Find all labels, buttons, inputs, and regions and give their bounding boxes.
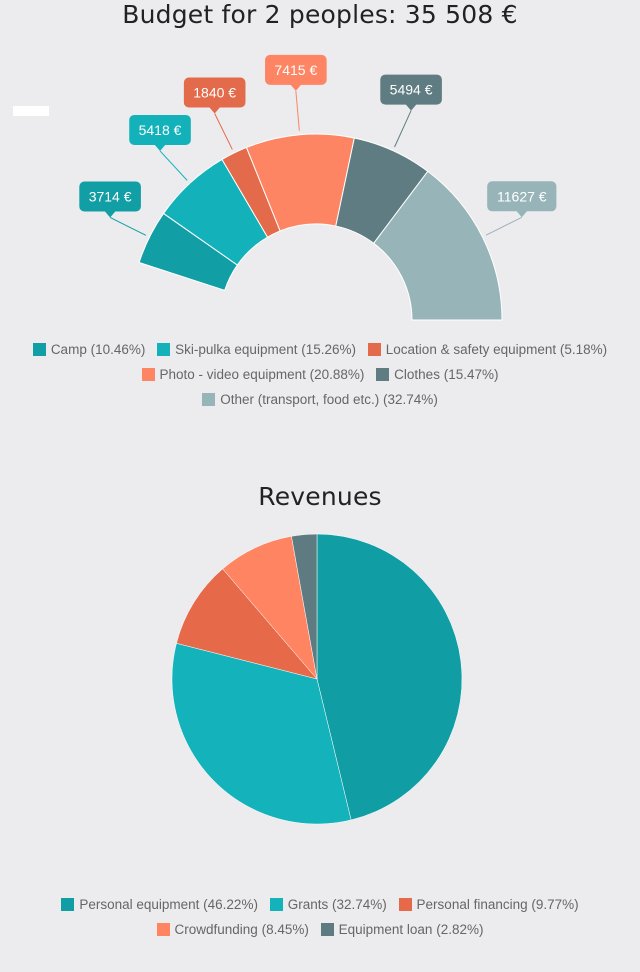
budget-value-label-pointer (208, 106, 221, 114)
legend-item-personal-equipment[interactable]: Personal equipment (46.22%) (61, 892, 258, 917)
legend-percent: 8.45% (266, 922, 305, 937)
legend-swatch (398, 898, 412, 911)
legend-swatch (157, 343, 171, 356)
budget-value-label: 5418 € (139, 122, 182, 138)
budget-value-label-box (487, 181, 557, 212)
revenues-legend: Personal equipment (46.22%) Grants (32.7… (0, 892, 640, 942)
legend-percent: 2.82% (440, 922, 479, 937)
legend-label: Equipment loan (338, 922, 433, 937)
revenues-legend-row-2: Crowdfunding (8.45%) Equipment loan (2.8… (0, 917, 640, 942)
budget-label-connector (214, 113, 233, 150)
budget-value-label: 3714 € (89, 188, 132, 204)
budget-value-label-pointer (515, 210, 528, 218)
budget-value-label-pointer (405, 103, 418, 111)
budget-label-connector (485, 216, 523, 236)
legend-label: Other (transport, food etc.) (220, 392, 380, 407)
legend-percent: 10.46% (95, 342, 141, 357)
budget-value-label-box (265, 54, 327, 85)
legend-item-camp[interactable]: Camp (10.46%) (32, 337, 145, 362)
budget-slice-other-transport-food-etc[interactable] (373, 170, 503, 321)
legend-item-clothes[interactable]: Clothes (15.47%) (376, 362, 499, 387)
budget-value-label-box (129, 114, 191, 145)
legend-percent: 46.22% (207, 897, 254, 912)
legend-percent: 5.18% (564, 342, 603, 357)
legend-swatch (376, 368, 390, 381)
budget-value-label: 5494 € (390, 82, 433, 98)
legend-percent: 9.77% (535, 897, 575, 912)
legend-item-photo-video[interactable]: Photo - video equipment (20.88%) (141, 362, 364, 387)
budget-legend: Camp (10.46%) Ski-pulka equipment (15.26… (0, 337, 640, 412)
legend-item-equipment-loan[interactable]: Equipment loan (2.82%) (320, 917, 483, 942)
legend-label: Photo - video equipment (159, 367, 306, 382)
revenue-slice-grants[interactable] (171, 642, 352, 825)
budget-value-label-pointer (289, 83, 302, 91)
budget-value-label: 1840 € (193, 85, 236, 101)
budget-value-label-box (79, 181, 141, 212)
revenues-pie-chart (171, 533, 463, 825)
budget-value-label-pointer (154, 143, 167, 151)
legend-item-other[interactable]: Other (transport, food etc.) (32.74%) (202, 387, 438, 412)
legend-label: Crowdfunding (174, 922, 258, 937)
legend-swatch (156, 923, 170, 936)
legend-percent: 15.47% (448, 367, 494, 382)
budget-semi-donut-chart: 3714 € 5418 € 1840 € 7415 € 5494 € 11627 € (79, 54, 557, 321)
legend-label: Grants (287, 897, 329, 912)
legend-label: Camp (50, 342, 87, 357)
revenue-slice-personal-financing[interactable] (176, 568, 318, 680)
legend-item-crowdfunding[interactable]: Crowdfunding (8.45%) (156, 917, 309, 942)
legend-label: Ski-pulka equipment (175, 342, 298, 357)
legend-swatch (202, 393, 216, 406)
budget-value-label-box (183, 77, 246, 108)
budget-value-label-pointer (104, 210, 117, 218)
budget-label-connector (394, 110, 412, 148)
legend-swatch (141, 368, 155, 381)
legend-item-location-safety[interactable]: Location & safety equipment (5.18%) (367, 337, 607, 362)
legend-item-ski-pulka[interactable]: Ski-pulka equipment (15.26%) (157, 337, 356, 362)
legend-item-grants[interactable]: Grants (32.74%) (269, 892, 387, 917)
budget-label-connector (109, 217, 147, 236)
legend-swatch (320, 923, 334, 936)
legend-label: Location & safety equipment (385, 342, 557, 357)
budget-legend-row-3: Other (transport, food etc.) (32.74%) (0, 387, 640, 412)
revenues-chart-title: Revenues (258, 482, 382, 511)
legend-swatch (367, 343, 381, 356)
revenue-slice-equipment-loan[interactable] (291, 533, 318, 680)
legend-swatch (61, 898, 75, 911)
blank-placeholder-box (13, 106, 49, 116)
legend-swatch (32, 343, 46, 356)
budget-legend-row-2: Photo - video equipment (20.88%) Clothes… (0, 362, 640, 387)
legend-percent: 32.74% (387, 392, 434, 407)
legend-label: Clothes (394, 367, 440, 382)
budget-chart-title: Budget for 2 peoples: 35 508 € (122, 0, 518, 29)
legend-percent: 32.74% (336, 897, 383, 912)
revenues-legend-row-1: Personal equipment (46.22%) Grants (32.7… (0, 892, 640, 917)
legend-percent: 20.88% (314, 367, 360, 382)
budget-legend-row-1: Camp (10.46%) Ski-pulka equipment (15.26… (0, 337, 640, 362)
budget-label-connector (295, 90, 300, 131)
legend-item-personal-financing[interactable]: Personal financing (9.77%) (398, 892, 579, 917)
legend-percent: 15.26% (305, 342, 352, 357)
budget-value-label: 11627 € (497, 188, 547, 204)
legend-label: Personal financing (416, 897, 528, 912)
budget-value-label: 7415 € (274, 62, 317, 78)
budget-label-connector (159, 150, 188, 181)
revenue-slice-personal-equipment[interactable] (316, 533, 463, 821)
legend-swatch (269, 898, 283, 911)
budget-value-label-box (380, 74, 442, 105)
legend-label: Personal equipment (79, 897, 200, 912)
